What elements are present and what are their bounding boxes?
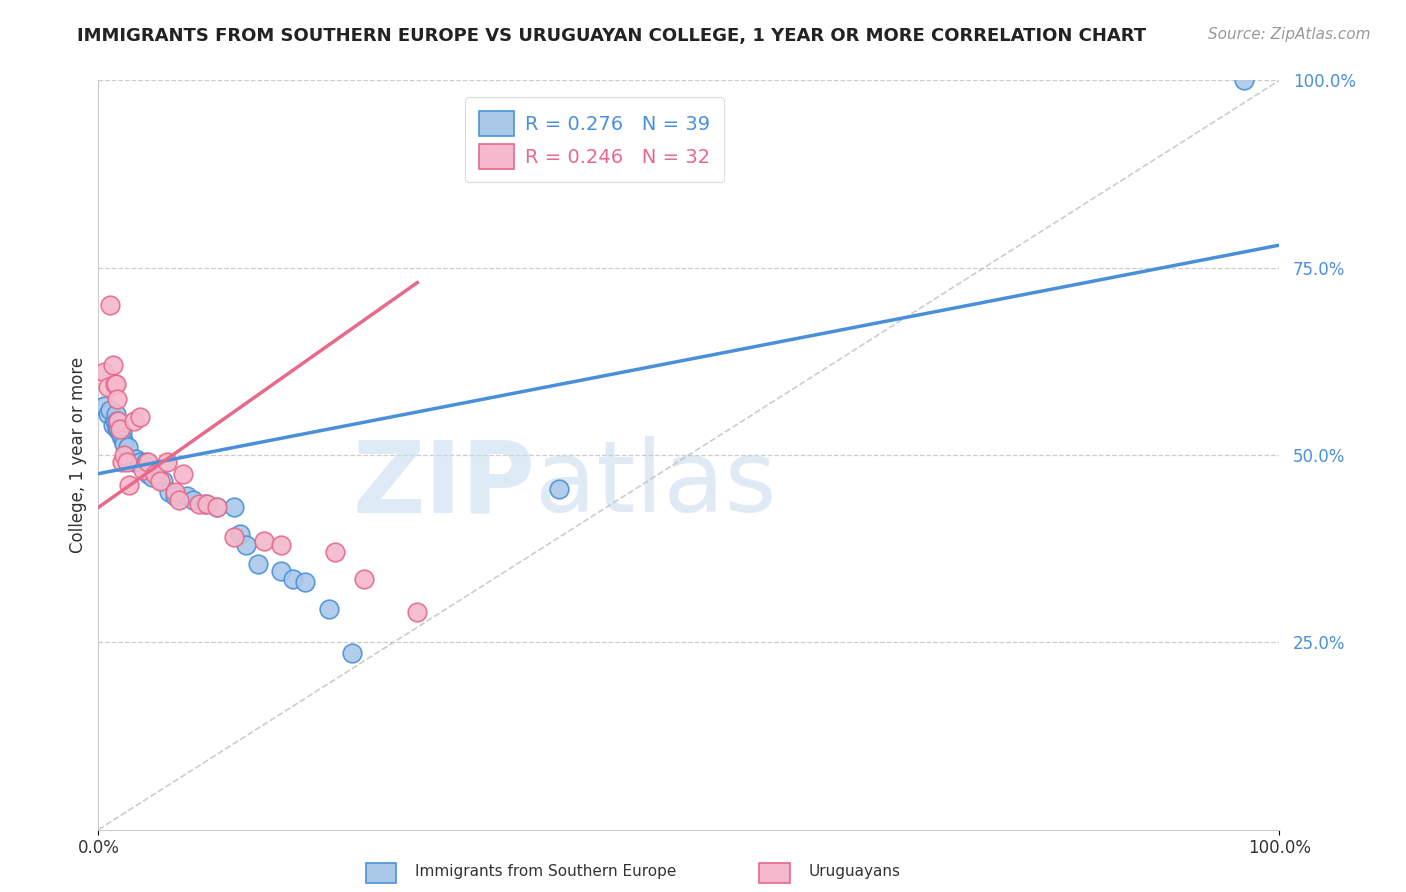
- Point: [117, 441, 139, 455]
- Point: [125, 451, 148, 466]
- Point: [97, 407, 120, 421]
- Point: [105, 376, 128, 391]
- Point: [136, 467, 159, 481]
- Point: [122, 455, 145, 469]
- Point: [143, 467, 166, 481]
- Point: [149, 474, 172, 488]
- Point: [323, 545, 346, 559]
- Point: [353, 572, 375, 586]
- Point: [270, 564, 292, 578]
- Point: [101, 417, 124, 432]
- Point: [93, 399, 115, 413]
- Point: [181, 492, 204, 507]
- Point: [172, 467, 194, 481]
- Point: [406, 605, 429, 619]
- Legend: R = 0.276   N = 39, R = 0.246   N = 32: R = 0.276 N = 39, R = 0.246 N = 32: [465, 97, 724, 183]
- Point: [152, 474, 174, 488]
- Point: [104, 414, 127, 428]
- Point: [105, 407, 128, 421]
- Point: [253, 534, 276, 549]
- Point: [104, 376, 127, 391]
- Text: Uruguayans: Uruguayans: [808, 864, 900, 879]
- Point: [165, 485, 187, 500]
- Point: [205, 500, 228, 515]
- Point: [157, 485, 180, 500]
- Point: [105, 414, 128, 428]
- Point: [235, 538, 257, 552]
- Text: atlas: atlas: [536, 436, 778, 533]
- Point: [318, 601, 340, 615]
- Point: [93, 366, 115, 380]
- Point: [110, 429, 132, 443]
- Point: [105, 392, 128, 406]
- Point: [128, 455, 150, 469]
- Point: [108, 422, 131, 436]
- Point: [98, 403, 121, 417]
- Text: Immigrants from Southern Europe: Immigrants from Southern Europe: [415, 864, 676, 879]
- Point: [111, 455, 134, 469]
- Point: [342, 647, 364, 661]
- Point: [118, 478, 141, 492]
- Point: [141, 470, 163, 484]
- Point: [115, 455, 138, 469]
- Point: [167, 492, 190, 507]
- Point: [156, 455, 179, 469]
- Point: [270, 538, 292, 552]
- Point: [194, 497, 217, 511]
- Point: [128, 410, 150, 425]
- Point: [132, 463, 155, 477]
- Point: [283, 572, 305, 586]
- Point: [107, 414, 129, 428]
- Point: [229, 526, 252, 541]
- Point: [112, 433, 135, 447]
- Point: [108, 425, 131, 440]
- Point: [187, 497, 209, 511]
- Point: [107, 422, 129, 436]
- Point: [548, 482, 571, 496]
- Point: [176, 489, 198, 503]
- Point: [224, 530, 246, 544]
- Point: [195, 497, 218, 511]
- Point: [98, 298, 121, 312]
- Point: [135, 455, 157, 469]
- Point: [165, 489, 187, 503]
- Point: [122, 414, 145, 428]
- Point: [112, 436, 135, 450]
- Y-axis label: College, 1 year or more: College, 1 year or more: [69, 357, 87, 553]
- Text: IMMIGRANTS FROM SOUTHERN EUROPE VS URUGUAYAN COLLEGE, 1 YEAR OR MORE CORRELATION: IMMIGRANTS FROM SOUTHERN EUROPE VS URUGU…: [77, 27, 1146, 45]
- Point: [97, 380, 120, 394]
- Point: [136, 455, 159, 469]
- Point: [112, 448, 135, 462]
- Point: [246, 557, 269, 571]
- Point: [105, 422, 128, 436]
- Text: Source: ZipAtlas.com: Source: ZipAtlas.com: [1208, 27, 1371, 42]
- Point: [224, 500, 246, 515]
- Point: [294, 575, 316, 590]
- Point: [205, 500, 228, 515]
- Text: ZIP: ZIP: [353, 436, 536, 533]
- Point: [101, 358, 124, 372]
- Point: [111, 425, 134, 440]
- Point: [1233, 73, 1256, 87]
